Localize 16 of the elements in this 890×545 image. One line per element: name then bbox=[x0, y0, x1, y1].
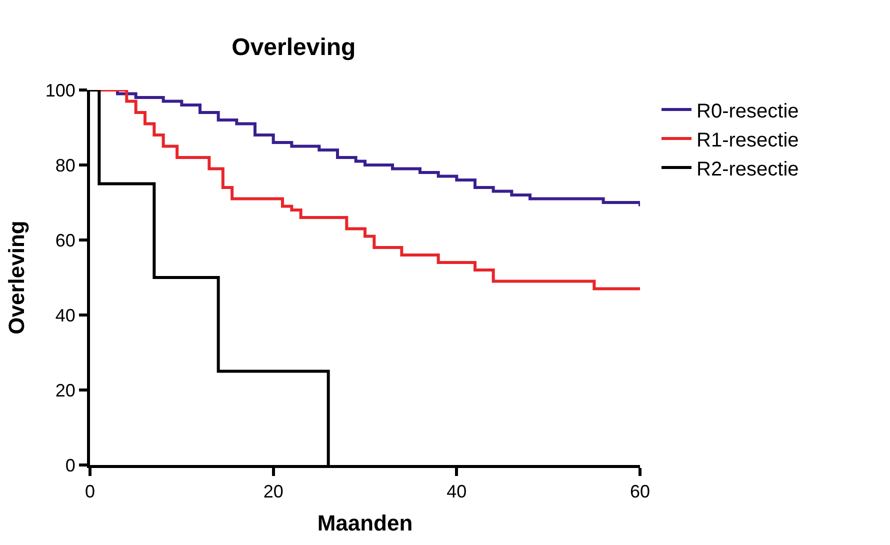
y-tick-label: 20 bbox=[55, 380, 76, 400]
x-tick-label: 40 bbox=[446, 482, 467, 502]
chart-title: Overleving bbox=[232, 34, 356, 61]
x-tick-label: 20 bbox=[263, 482, 284, 502]
x-tick-label: 0 bbox=[84, 482, 96, 502]
y-tick-label: 60 bbox=[55, 230, 76, 250]
x-axis-title: Maanden bbox=[317, 510, 413, 536]
y-tick-label: 80 bbox=[55, 155, 76, 176]
y-tick-label: 0 bbox=[65, 455, 76, 476]
x-tick-label: 60 bbox=[630, 482, 650, 502]
legend-label: R0-resectie bbox=[696, 100, 799, 122]
legend-label: R2-resectie bbox=[696, 158, 799, 180]
y-tick-label: 100 bbox=[45, 80, 76, 100]
y-axis-title: Overleving bbox=[4, 220, 30, 334]
y-tick-label: 40 bbox=[55, 305, 76, 326]
legend-label: R1-resectie bbox=[696, 129, 799, 152]
